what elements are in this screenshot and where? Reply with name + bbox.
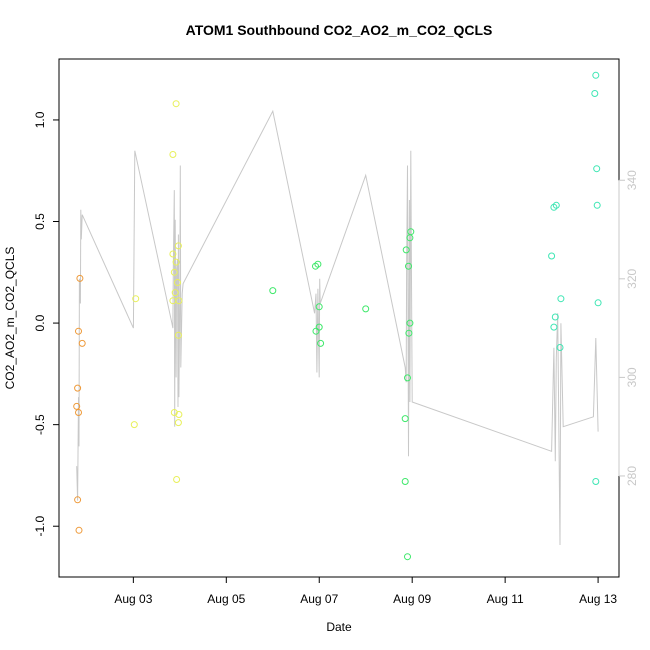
- right-y-tick-label: 320: [625, 268, 639, 288]
- data-point: [404, 553, 411, 561]
- y-axis-left: -1.0 -0.5 0.0 0.5 1.0: [33, 111, 59, 537]
- data-point: [171, 289, 179, 297]
- line-series: [76, 109, 599, 546]
- x-axis: Aug 03 Aug 05 Aug 07 Aug 09 Aug 11 Aug 13: [114, 577, 617, 606]
- data-point: [594, 299, 602, 307]
- y-tick-label: -0.5: [33, 414, 47, 435]
- data-point: [550, 323, 558, 331]
- right-y-tick-label: 340: [625, 170, 639, 190]
- data-point: [556, 344, 564, 351]
- data-point: [401, 415, 409, 423]
- data-point: [315, 303, 323, 311]
- data-point: [314, 260, 322, 268]
- x-tick-label: Aug 03: [114, 592, 152, 606]
- data-point: [406, 234, 414, 242]
- data-point: [175, 411, 183, 418]
- data-point: [75, 327, 82, 335]
- data-point: [591, 90, 599, 97]
- data-point: [174, 419, 182, 427]
- data-point: [404, 374, 411, 382]
- data-point: [174, 331, 182, 339]
- y-axis-label: CO2_AO2_m_CO2_QCLS: [3, 247, 17, 390]
- data-point: [169, 250, 177, 258]
- right-y-tick-label: 280: [625, 466, 639, 486]
- data-point: [132, 295, 140, 303]
- data-point: [362, 305, 370, 313]
- x-tick-label: Aug 13: [579, 592, 617, 606]
- y-tick-label: 0.0: [33, 314, 47, 331]
- data-point: [593, 201, 601, 209]
- data-point: [401, 478, 409, 485]
- data-point: [317, 339, 325, 347]
- data-point: [557, 295, 565, 303]
- data-point: [592, 478, 600, 485]
- line-series-layer: [76, 109, 599, 546]
- right-y-tick-label: 300: [625, 367, 639, 387]
- x-tick-label: Aug 11: [487, 592, 524, 606]
- data-point: [406, 319, 414, 327]
- data-point: [169, 151, 177, 158]
- y-axis-right: 280 300 320 340: [618, 170, 639, 486]
- data-point: [402, 246, 410, 254]
- data-point: [174, 279, 181, 286]
- plot-frame: [58, 58, 620, 578]
- data-point: [170, 268, 178, 276]
- data-point: [548, 252, 556, 260]
- data-point: [78, 339, 86, 347]
- data-point: [130, 421, 138, 429]
- data-point: [551, 313, 559, 321]
- data-point: [593, 165, 601, 173]
- data-point: [76, 274, 84, 282]
- data-point: [405, 329, 413, 337]
- data-point: [269, 287, 277, 295]
- chart-title: ATOM1 Southbound CO2_AO2_m_CO2_QCLS: [186, 22, 493, 38]
- data-point: [172, 258, 180, 266]
- data-point: [170, 409, 178, 416]
- x-tick-label: Aug 09: [393, 592, 431, 606]
- data-point: [592, 71, 600, 79]
- x-axis-label: Date: [326, 620, 352, 634]
- y-tick-label: 1.0: [33, 111, 47, 128]
- points-layer: [73, 71, 602, 561]
- x-tick-label: Aug 05: [207, 592, 245, 606]
- data-point: [75, 409, 82, 416]
- data-point: [73, 402, 81, 410]
- data-point: [173, 476, 181, 483]
- data-point: [74, 384, 82, 392]
- y-tick-label: 0.5: [33, 213, 47, 230]
- data-point: [552, 201, 560, 209]
- data-point: [75, 526, 83, 534]
- data-point: [312, 327, 320, 335]
- data-point: [74, 496, 82, 504]
- x-tick-label: Aug 07: [300, 592, 338, 606]
- data-point: [172, 100, 180, 108]
- data-point: [175, 297, 183, 305]
- data-point: [405, 262, 412, 270]
- y-tick-label: -1.0: [33, 516, 47, 537]
- data-point: [174, 242, 182, 250]
